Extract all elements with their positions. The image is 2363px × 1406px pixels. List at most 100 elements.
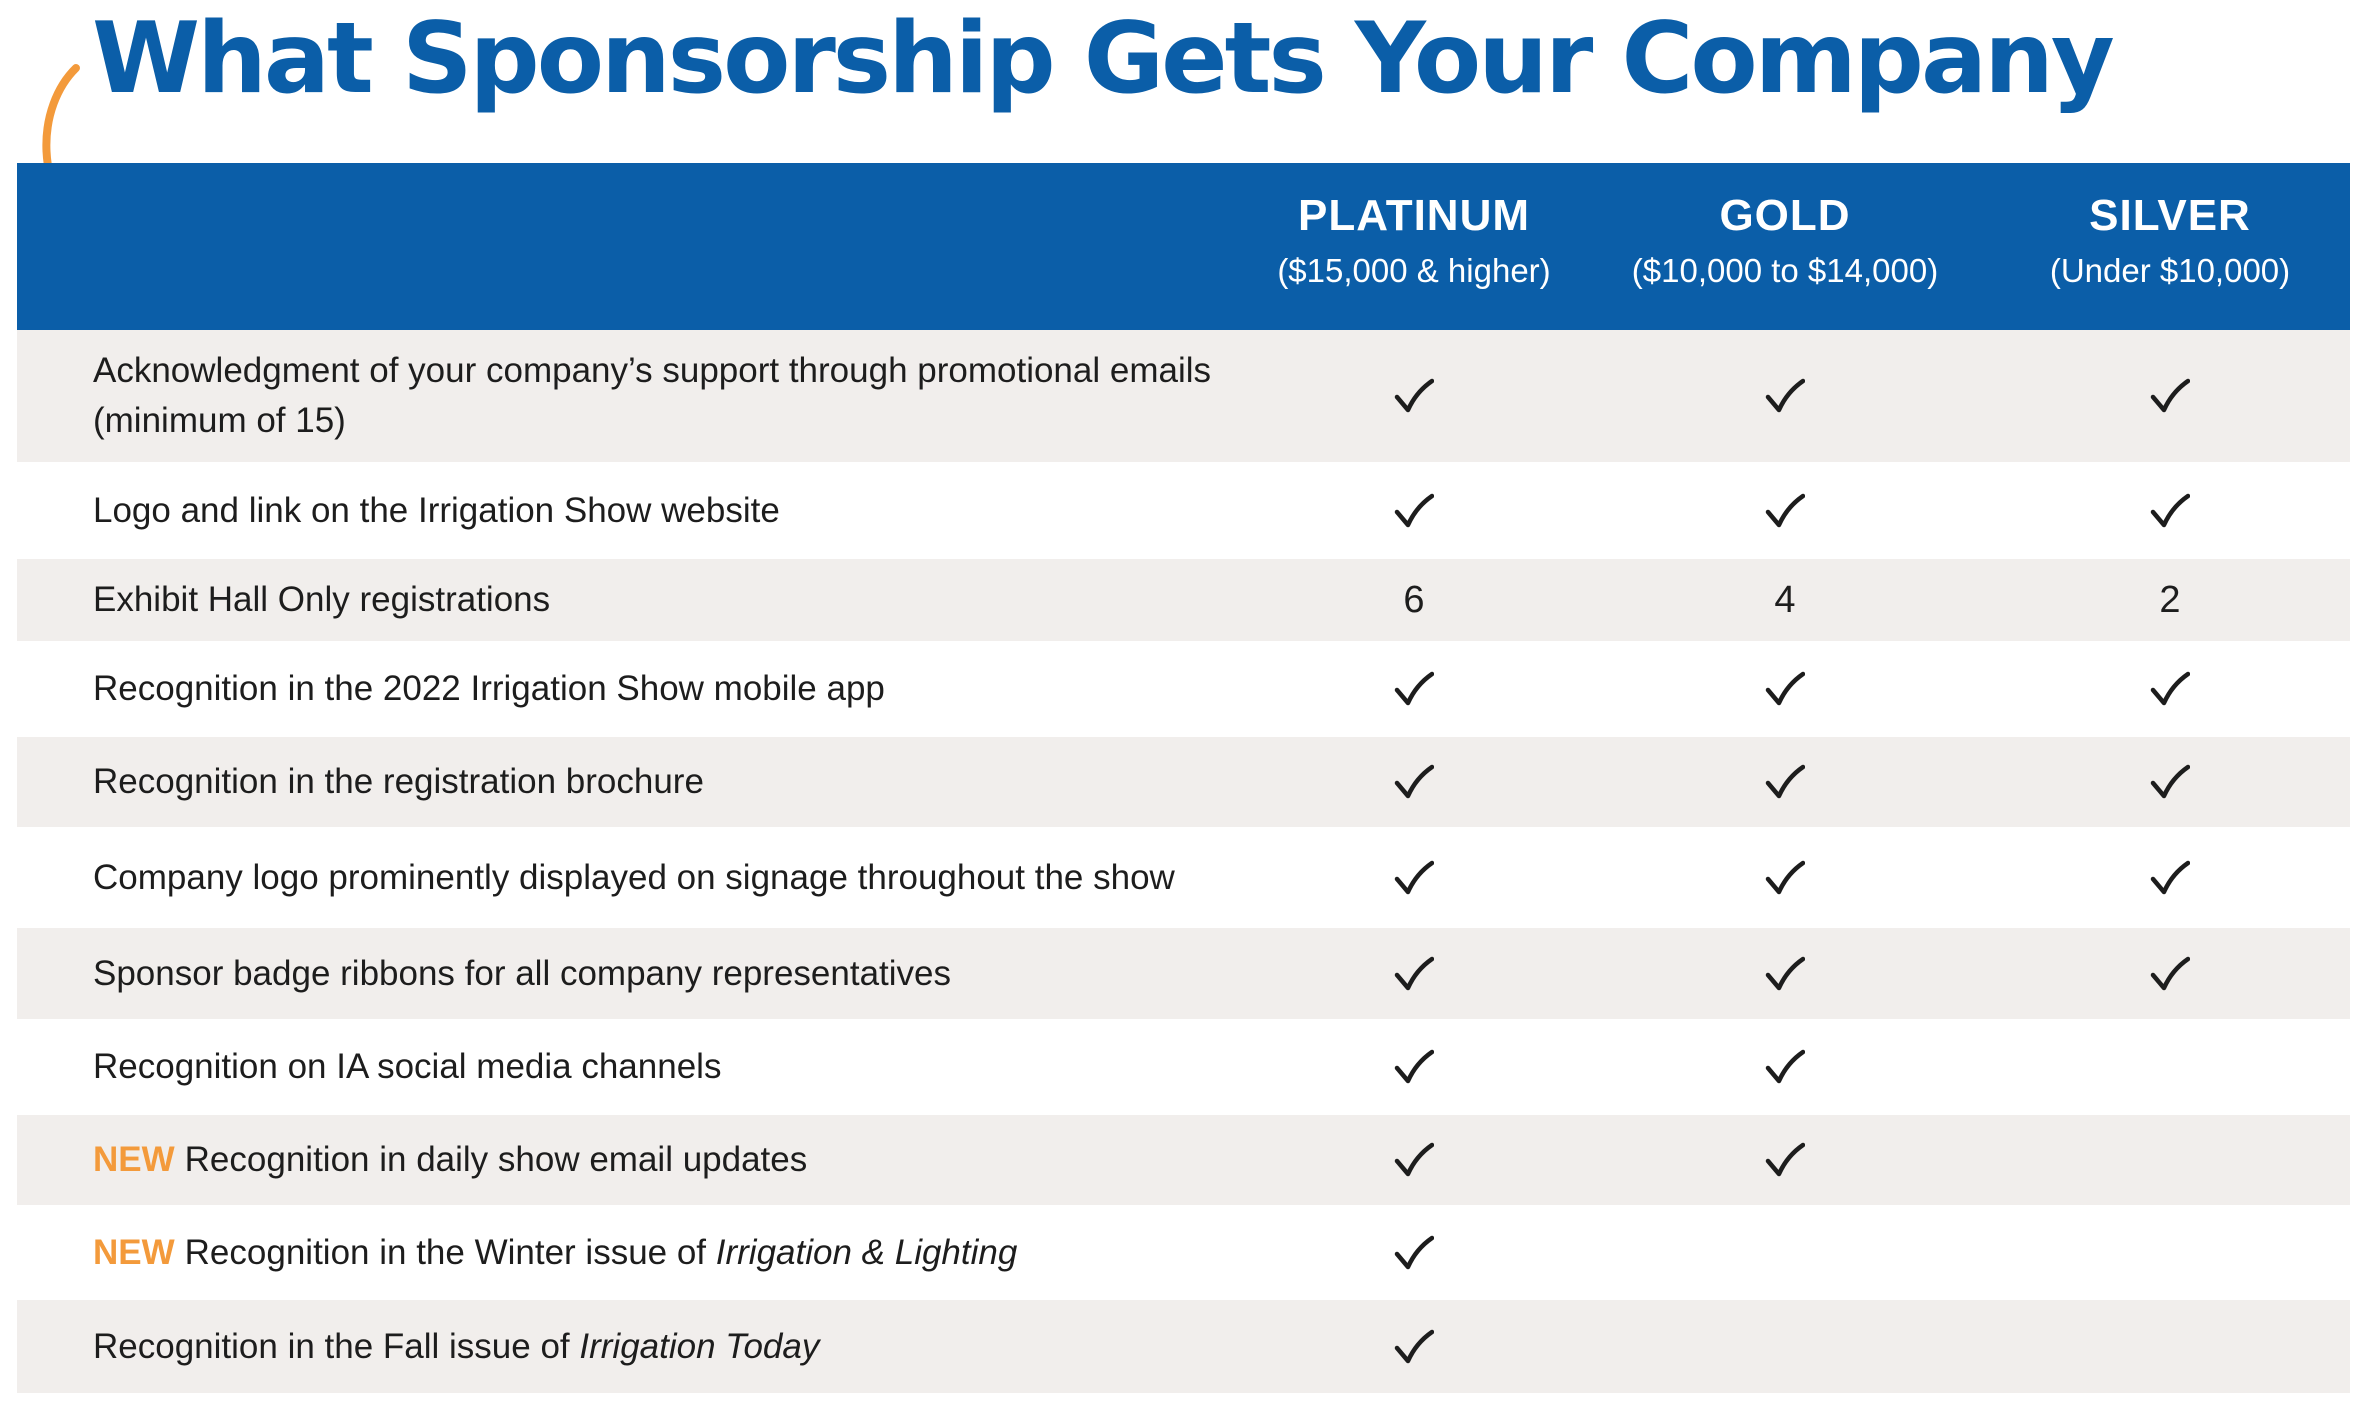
checkmark-icon (1394, 956, 1434, 990)
page-title: What Sponsorship Gets Your Company (92, 2, 2115, 116)
benefit-count: 4 (1774, 578, 1796, 621)
table-row: NEW Recognition in daily show email updat… (17, 1115, 2350, 1205)
tier-header: PLATINUM ($15,000 & higher) GOLD ($10,00… (17, 163, 2350, 330)
tier-cell-silver (1980, 737, 2360, 827)
tier-gold: GOLD ($10,000 to $14,000) (1595, 163, 1975, 330)
checkmark-icon (2150, 860, 2190, 894)
tier-cell-gold (1595, 1019, 1975, 1115)
checkmark-icon (1394, 1049, 1434, 1084)
new-badge: NEW (93, 1232, 175, 1272)
benefit-text: Recognition in the registration brochure (93, 762, 704, 801)
checkmark-icon (2150, 671, 2190, 706)
benefit-count: 6 (1403, 578, 1425, 621)
checkmark-icon (1765, 378, 1805, 413)
table-row: Recognition in the 2022 Irrigation Show … (17, 641, 2350, 737)
checkmark-icon (1394, 378, 1434, 413)
tier-cell-gold (1595, 827, 1975, 928)
tier-cell-gold (1595, 1300, 1975, 1393)
table-row: NEW Recognition in the Winter issue of Ir… (17, 1205, 2350, 1300)
table-row: Recognition in the Fall issue of Irrigat… (17, 1300, 2350, 1393)
tier-cell-platinum (1224, 1115, 1604, 1205)
benefit-text: Recognition in the Fall issue of (93, 1326, 580, 1366)
benefit-text: Logo and link on the Irrigation Show web… (93, 490, 780, 530)
tier-cell-silver (1980, 330, 2360, 462)
benefit-text: Company logo prominently displayed on si… (93, 857, 1175, 897)
tier-cell-silver (1980, 1019, 2360, 1115)
checkmark-icon (2150, 378, 2190, 413)
checkmark-icon (1394, 860, 1434, 894)
checkmark-icon (2150, 956, 2190, 990)
tier-cell-platinum (1224, 1019, 1604, 1115)
new-badge: NEW (93, 1140, 175, 1179)
tier-cell-gold (1595, 641, 1975, 737)
checkmark-icon (1765, 956, 1805, 990)
table-row: Recognition in the registration brochure (17, 737, 2350, 827)
benefit-label: Sponsor badge ribbons for all company re… (93, 949, 1233, 999)
tier-platinum: PLATINUM ($15,000 & higher) (1224, 163, 1604, 330)
benefit-label: NEW Recognition in daily show email updat… (93, 1135, 1233, 1185)
tier-cell-silver (1980, 827, 2360, 928)
benefit-label: Acknowledgment of your company’s support… (93, 346, 1233, 446)
checkmark-icon (1394, 1235, 1434, 1269)
benefit-label: Recognition in the 2022 Irrigation Show … (93, 664, 1233, 714)
benefit-text: Recognition in the Winter issue of (184, 1232, 716, 1272)
tier-cell-gold (1595, 330, 1975, 462)
tier-cell-gold: 4 (1595, 559, 1975, 641)
tier-cell-platinum (1224, 1300, 1604, 1393)
benefit-text: Recognition in the 2022 Irrigation Show … (93, 669, 885, 708)
benefits-table: Acknowledgment of your company’s support… (17, 330, 2350, 1393)
tier-price-range: ($15,000 & higher) (1277, 251, 1551, 289)
benefit-label: Recognition in the Fall issue of Irrigat… (93, 1322, 1233, 1372)
checkmark-icon (1394, 671, 1434, 706)
benefit-text: Recognition in daily show email updates (184, 1140, 808, 1179)
benefit-label: Recognition on IA social media channels (93, 1042, 1233, 1092)
checkmark-icon (1765, 1142, 1805, 1177)
tier-cell-silver (1980, 1300, 2360, 1393)
checkmark-icon (1394, 493, 1434, 527)
tier-cell-gold (1595, 462, 1975, 559)
checkmark-icon (2150, 764, 2190, 799)
tier-cell-gold (1595, 737, 1975, 827)
checkmark-icon (1765, 671, 1805, 706)
tier-cell-gold (1595, 1115, 1975, 1205)
benefit-text: Exhibit Hall Only registrations (93, 580, 551, 619)
tier-cell-silver (1980, 641, 2360, 737)
checkmark-icon (1765, 1049, 1805, 1084)
tier-cell-platinum (1224, 827, 1604, 928)
benefit-label: Logo and link on the Irrigation Show web… (93, 486, 1233, 536)
benefit-text: Acknowledgment of your company’s support… (93, 351, 1212, 440)
tier-cell-platinum (1224, 1205, 1604, 1300)
tier-cell-platinum: 6 (1224, 559, 1604, 641)
benefit-text: Recognition on IA social media channels (93, 1047, 722, 1086)
tier-price-range: (Under $10,000) (2049, 251, 2291, 289)
tier-cell-platinum (1224, 928, 1604, 1019)
benefit-label: Recognition in the registration brochure (93, 757, 1233, 807)
table-row: Recognition on IA social media channels (17, 1019, 2350, 1115)
benefit-count: 2 (2159, 578, 2181, 621)
tier-cell-gold (1595, 928, 1975, 1019)
tier-cell-platinum (1224, 330, 1604, 462)
tier-price-range: ($10,000 to $14,000) (1631, 251, 1939, 289)
tier-cell-silver (1980, 928, 2360, 1019)
tier-cell-silver (1980, 462, 2360, 559)
benefit-text: Sponsor badge ribbons for all company re… (93, 953, 951, 993)
tier-cell-platinum (1224, 737, 1604, 827)
checkmark-icon (1394, 1329, 1434, 1363)
benefit-label: Exhibit Hall Only registrations (93, 575, 1233, 625)
tier-cell-platinum (1224, 462, 1604, 559)
table-row: Sponsor badge ribbons for all company re… (17, 928, 2350, 1019)
tier-cell-silver: 2 (1980, 559, 2360, 641)
tier-name: GOLD (1719, 191, 1851, 240)
benefit-label: NEW Recognition in the Winter issue of Ir… (93, 1228, 1233, 1278)
checkmark-icon (2150, 493, 2190, 527)
publication-title: Irrigation Today (579, 1326, 820, 1366)
table-row: Logo and link on the Irrigation Show web… (17, 462, 2350, 559)
checkmark-icon (1765, 493, 1805, 527)
benefit-label: Company logo prominently displayed on si… (93, 853, 1233, 903)
table-row: Acknowledgment of your company’s support… (17, 330, 2350, 462)
checkmark-icon (1765, 860, 1805, 894)
tier-name: SILVER (2089, 191, 2251, 240)
tier-cell-silver (1980, 1205, 2360, 1300)
tier-cell-gold (1595, 1205, 1975, 1300)
checkmark-icon (1394, 1142, 1434, 1177)
